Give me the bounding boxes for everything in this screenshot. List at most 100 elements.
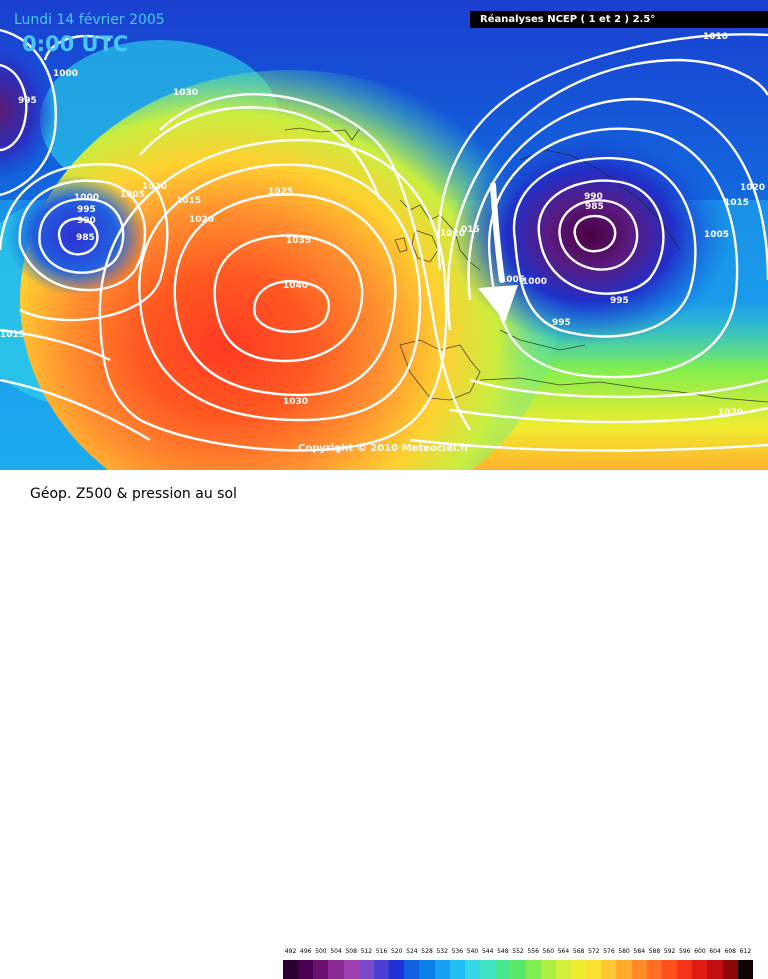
scale-tick-label: 592	[663, 948, 676, 955]
svg-text:1035: 1035	[286, 236, 311, 246]
svg-text:995: 995	[552, 318, 571, 328]
isobar-labels: 1000 995 1030 1010 1005 1000 995 990 985…	[0, 32, 765, 418]
high-pressure-area	[20, 70, 560, 470]
source-label: Réanalyses NCEP ( 1 et 2 ) 2.5°	[470, 11, 768, 28]
scale-tick-label: 500	[315, 948, 327, 955]
color-scale-labels: 492 496 500 504 508 512 516 520 524 528 532 536 540 5…	[283, 948, 753, 958]
map-date: Lundi 14 février 2005	[14, 12, 165, 28]
color-scale: 492 496 500 504 508 512 516 520 524 528 532 536 540 5…	[283, 948, 753, 979]
scale-tick-label: 532	[436, 948, 448, 955]
scale-swatch	[722, 960, 738, 979]
high-center-label: 1040	[283, 281, 308, 291]
scale-swatch	[570, 960, 587, 979]
scale-swatch	[661, 960, 678, 979]
svg-text:015: 015	[461, 225, 480, 235]
scale-swatch	[540, 960, 556, 979]
color-scale-bar	[283, 960, 753, 979]
scale-tick-label: 540	[466, 948, 479, 955]
scale-tick-label: 604	[709, 948, 721, 955]
svg-text:995: 995	[18, 96, 37, 106]
svg-text:985: 985	[76, 233, 95, 243]
scale-swatch	[631, 960, 647, 979]
svg-text:995: 995	[610, 296, 629, 306]
map-time: 0:00 UTC	[22, 32, 129, 56]
svg-text:1025: 1025	[268, 187, 293, 197]
scale-swatch	[601, 960, 617, 979]
scale-swatch	[692, 960, 708, 979]
svg-text:1020: 1020	[440, 229, 465, 239]
isobars	[0, 28, 768, 452]
scale-swatch	[510, 960, 526, 979]
scale-swatch	[495, 960, 511, 979]
scale-swatch	[616, 960, 632, 979]
svg-text:1010: 1010	[703, 32, 728, 42]
scale-tick-label: 556	[527, 948, 539, 955]
scale-tick-label: 544	[481, 948, 494, 955]
scale-swatch	[358, 960, 374, 979]
scale-tick-label: 600	[694, 948, 706, 955]
scale-tick-label: 496	[300, 948, 312, 955]
scale-swatch	[707, 960, 723, 979]
scale-tick-label: 572	[588, 948, 600, 955]
scale-swatch	[646, 960, 662, 979]
scale-swatch	[464, 960, 481, 979]
scale-swatch	[313, 960, 329, 979]
svg-text:990: 990	[584, 192, 603, 202]
coastlines	[284, 127, 768, 403]
scale-tick-label: 512	[360, 948, 373, 955]
svg-text:995: 995	[77, 205, 96, 215]
legend-footer: Géop. Z500 & pression au sol 492 496 500 50…	[0, 470, 768, 979]
scale-tick-label: 596	[679, 948, 691, 955]
svg-text:1030: 1030	[173, 88, 198, 98]
low-center-label: 985	[585, 202, 604, 212]
svg-text:1000: 1000	[53, 69, 78, 79]
svg-text:1000: 1000	[522, 277, 547, 287]
svg-text:1010: 1010	[142, 182, 167, 192]
scale-tick-label: 552	[512, 948, 524, 955]
scale-tick-label: 528	[421, 948, 433, 955]
scale-swatch	[389, 960, 405, 979]
scale-tick-label: 520	[390, 948, 403, 955]
svg-text:1030: 1030	[283, 397, 308, 407]
scale-tick-label: 568	[572, 948, 585, 955]
svg-text:990: 990	[77, 216, 96, 226]
scale-swatch	[328, 960, 344, 979]
scale-swatch	[737, 960, 753, 979]
svg-text:1020: 1020	[740, 183, 765, 193]
scale-tick-label: 504	[330, 948, 342, 955]
scale-tick-label: 524	[406, 948, 418, 955]
low-pressure-area-scandinavia	[450, 125, 730, 345]
svg-text:1000: 1000	[74, 193, 99, 203]
legend-title: Géop. Z500 & pression au sol	[30, 486, 237, 502]
scale-swatch	[404, 960, 420, 979]
scale-tick-label: 560	[542, 948, 555, 955]
scale-tick-label: 584	[633, 948, 646, 955]
scale-tick-label: 580	[618, 948, 630, 955]
flow-arrow	[478, 182, 518, 322]
scale-swatch	[298, 960, 314, 979]
scale-tick-label: 564	[557, 948, 570, 955]
scale-swatch	[449, 960, 465, 979]
svg-text:1020: 1020	[189, 215, 214, 225]
scale-tick-label: 588	[648, 948, 661, 955]
scale-tick-label: 612	[739, 948, 752, 955]
scale-swatch	[283, 960, 299, 979]
svg-text:1005: 1005	[500, 275, 525, 285]
scale-tick-label: 576	[603, 948, 615, 955]
scale-tick-label: 536	[451, 948, 464, 955]
scale-swatch	[419, 960, 435, 979]
scale-swatch	[434, 960, 450, 979]
scale-tick-label: 548	[497, 948, 509, 955]
scale-tick-label: 492	[284, 948, 297, 955]
scale-tick-label: 508	[345, 948, 357, 955]
svg-text:1015: 1015	[176, 196, 201, 206]
scale-swatch	[525, 960, 541, 979]
scale-swatch	[343, 960, 359, 979]
svg-text:1020: 1020	[718, 408, 743, 418]
scale-tick-label: 608	[724, 948, 736, 955]
copyright: Copyright © 2010 Meteociel.fr	[298, 443, 470, 454]
svg-text:1015: 1015	[0, 330, 25, 340]
scale-swatch	[586, 960, 602, 979]
scale-swatch	[480, 960, 496, 979]
scale-tick-label: 516	[375, 948, 388, 955]
